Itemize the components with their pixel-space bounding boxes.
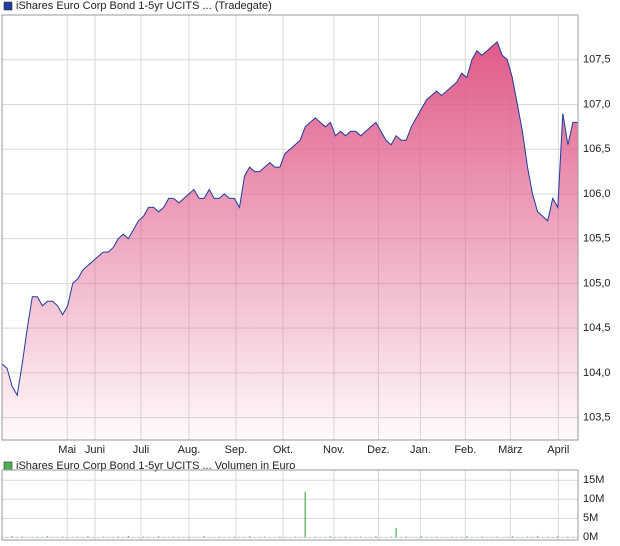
bar [62,536,64,538]
bar [314,536,316,538]
bar [264,536,266,538]
bar [451,536,453,538]
x-tick-label: Okt. [273,444,293,456]
y-tick-label: 15M [583,474,604,486]
bar [279,536,281,538]
y-tick-label: 107,0 [583,98,611,110]
x-tick-label: Mai [58,444,76,456]
bar [21,536,23,538]
line [1,40,578,397]
bar [567,536,569,538]
y-tick-label: 104,0 [583,367,611,379]
plot-frame [1,469,579,541]
x-tick-label: Feb. [454,444,476,456]
y-tick-label: 10M [583,493,604,505]
x-tick-label: Aug. [178,444,201,456]
bar [547,536,549,538]
bar [188,536,190,538]
bar [557,536,559,538]
bar [77,536,79,538]
bar [102,536,104,538]
x-tick-label: Juni [85,444,105,456]
area [2,41,578,441]
y-tick-label: 5M [583,512,598,524]
y-tick-label: 106,0 [583,188,611,200]
x-tick-label: März [498,444,522,456]
bar [344,536,347,538]
bar [329,536,332,538]
bar [294,536,296,538]
bar [395,527,397,538]
bar [536,535,539,538]
bar [375,536,377,538]
bar [405,536,407,538]
y-tick-label: 103,5 [583,412,611,424]
bar [496,536,498,538]
bar [173,536,175,538]
y-tick-label: 107,5 [583,54,611,66]
bar [218,536,220,538]
bar [127,535,129,538]
legend-swatch [3,1,13,11]
plot-frame [1,14,579,441]
x-tick-label: Jan. [410,444,431,456]
chart-title: iShares Euro Corp Bond 1-5yr UCITS ... V… [16,460,295,472]
y-tick-label: 106,5 [583,143,611,155]
bar [390,536,392,538]
bar [233,536,236,538]
bar [304,491,306,538]
y-tick-label: 0M [583,531,598,543]
x-tick-label: Nov. [323,444,345,456]
bar [360,536,362,538]
bar [481,536,483,538]
bar [435,536,438,538]
legend-swatch [3,461,13,471]
x-tick-label: Dez. [367,444,390,456]
chart-title: iShares Euro Corp Bond 1-5yr UCITS ... (… [16,0,272,12]
y-tick-label: 105,0 [583,277,611,289]
y-tick-label: 105,5 [583,233,611,245]
bar [117,536,119,538]
bar [46,536,49,538]
bar [420,536,422,538]
x-tick-label: Juli [133,444,150,456]
bar [511,536,513,538]
bar [203,536,205,538]
bar [36,536,38,538]
bar [11,536,13,538]
bar [87,536,89,538]
y-tick-label: 104,5 [583,322,611,334]
bar [248,536,251,538]
x-tick-label: April [547,444,569,456]
bar [526,536,529,538]
bar [466,536,468,538]
bar [158,536,160,538]
x-tick-label: Sep. [225,444,248,456]
bar [142,536,145,538]
